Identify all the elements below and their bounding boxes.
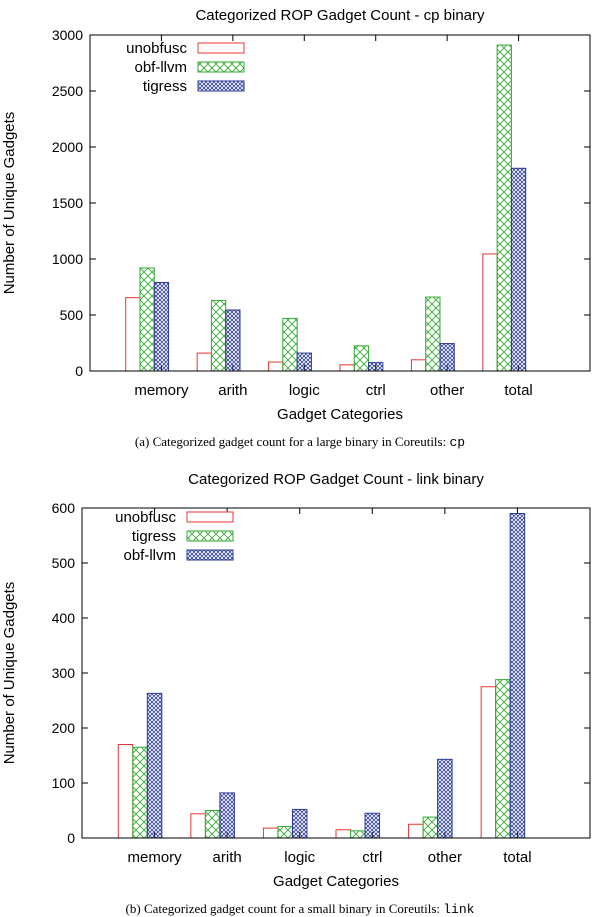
caption-b: (b) Categorized gadget count for a small… (0, 901, 600, 917)
legend-swatch-tigress (197, 80, 245, 92)
legend-swatch-unobfusc (197, 42, 245, 54)
x-tick-label-arith: arith (213, 849, 242, 866)
bar-obf_llvm-arith (204, 810, 221, 839)
bar-tigress-other (439, 343, 455, 372)
bar-unobfusc-ctrl (339, 364, 355, 372)
y-tick-label: 400 (52, 610, 76, 626)
bar-obf_llvm-ctrl (353, 345, 370, 372)
y-tick-label: 2000 (52, 139, 83, 155)
caption-a-text: (a) Categorized gadget count for a large… (134, 434, 450, 449)
bar-unobfusc-logic (262, 827, 279, 839)
bar-unobfusc-memory (125, 297, 141, 372)
bar-tigress-total (509, 513, 526, 839)
y-tick-label: 300 (52, 665, 76, 681)
x-tick-label-logic: logic (284, 849, 315, 866)
bar-obf_llvm-logic (282, 317, 298, 372)
y-tick-label: 1500 (52, 195, 83, 211)
bar-tigress-ctrl (364, 812, 381, 839)
x-tick-label-memory: memory (127, 849, 182, 866)
caption-b-text: (b) Categorized gadget count for a small… (125, 901, 444, 916)
legend-swatch-tigress (186, 549, 234, 561)
bar-obf_llvm-total (496, 44, 512, 372)
x-tick-label-other: other (430, 382, 464, 399)
x-tick-label-ctrl: ctrl (362, 849, 382, 866)
y-tick-label: 1000 (52, 251, 83, 267)
legend-label-tigress: obf-llvm (123, 547, 176, 564)
caption-b-code: link (443, 902, 475, 917)
bar-obf_llvm-logic (277, 825, 293, 839)
y-tick-label: 3000 (52, 27, 83, 43)
bar-tigress-logic (296, 352, 312, 372)
legend-swatch-obf_llvm (186, 530, 234, 542)
bar-obf_llvm-other (422, 816, 439, 839)
bar-unobfusc-logic (268, 361, 284, 372)
x-tick-label-other: other (428, 849, 462, 866)
bar-obf_llvm-memory (132, 746, 148, 839)
bar-tigress-arith (225, 309, 241, 372)
bar-unobfusc-other (408, 823, 424, 839)
chart-title: Categorized ROP Gadget Count - link bina… (188, 471, 484, 488)
x-axis-label: Gadget Categories (277, 406, 403, 423)
x-axis-label: Gadget Categories (273, 873, 399, 890)
legend-swatch-unobfusc (186, 511, 234, 523)
y-tick-label: 600 (52, 500, 76, 516)
bar-obf_llvm-ctrl (350, 830, 366, 839)
x-tick-label-total: total (504, 382, 532, 399)
x-tick-label-total: total (503, 849, 531, 866)
bar-tigress-ctrl (368, 362, 384, 372)
x-tick-label-arith: arith (218, 382, 247, 399)
y-tick-label: 0 (75, 363, 83, 379)
bar-unobfusc-arith (196, 352, 212, 372)
bar-obf_llvm-memory (139, 267, 155, 372)
legend-label-tigress: tigress (143, 78, 187, 95)
bar-tigress-memory (146, 692, 163, 839)
bar-unobfusc-other (410, 359, 427, 372)
bar-unobfusc-total (480, 686, 497, 839)
bar-unobfusc-ctrl (335, 829, 352, 839)
bar-obf_llvm-total (495, 679, 511, 839)
y-tick-label: 500 (52, 555, 76, 571)
y-tick-label: 2500 (52, 83, 83, 99)
y-tick-label: 500 (60, 307, 84, 323)
legend-swatch-obf_llvm (197, 61, 245, 73)
y-axis-label: Number of Unique Gadgets (1, 582, 18, 765)
x-tick-label-logic: logic (289, 382, 320, 399)
caption-a-code: cp (449, 435, 466, 450)
legend-label-unobfusc: unobfusc (126, 40, 187, 57)
y-tick-label: 0 (67, 830, 75, 846)
plot-frame (89, 34, 591, 372)
x-tick-label-ctrl: ctrl (366, 382, 386, 399)
bar-tigress-arith (219, 792, 235, 839)
bar-tigress-logic (291, 808, 308, 839)
y-tick-label: 200 (52, 720, 76, 736)
bar-tigress-other (437, 758, 453, 839)
caption-a: (a) Categorized gadget count for a large… (0, 434, 600, 450)
chart-link-binary: Categorized ROP Gadget Count - link bina… (1, 471, 591, 890)
bar-obf_llvm-arith (210, 299, 227, 372)
bar-tigress-memory (153, 282, 170, 372)
chart-cp-binary: Categorized ROP Gadget Count - cp binary… (1, 7, 591, 423)
plot-frame (81, 507, 591, 839)
legend-label-obf_llvm: obf-llvm (134, 59, 187, 76)
bar-tigress-total (510, 167, 527, 372)
bar-unobfusc-arith (190, 813, 206, 839)
x-tick-label-memory: memory (134, 382, 189, 399)
y-axis-label: Number of Unique Gadgets (1, 112, 18, 295)
bar-unobfusc-total (482, 253, 498, 372)
bar-unobfusc-memory (117, 744, 134, 839)
y-tick-label: 100 (52, 775, 76, 791)
legend-label-unobfusc: unobfusc (115, 509, 176, 526)
legend-label-obf_llvm: tigress (132, 528, 176, 545)
bar-obf_llvm-other (425, 296, 441, 372)
chart-title: Categorized ROP Gadget Count - cp binary (195, 7, 485, 24)
